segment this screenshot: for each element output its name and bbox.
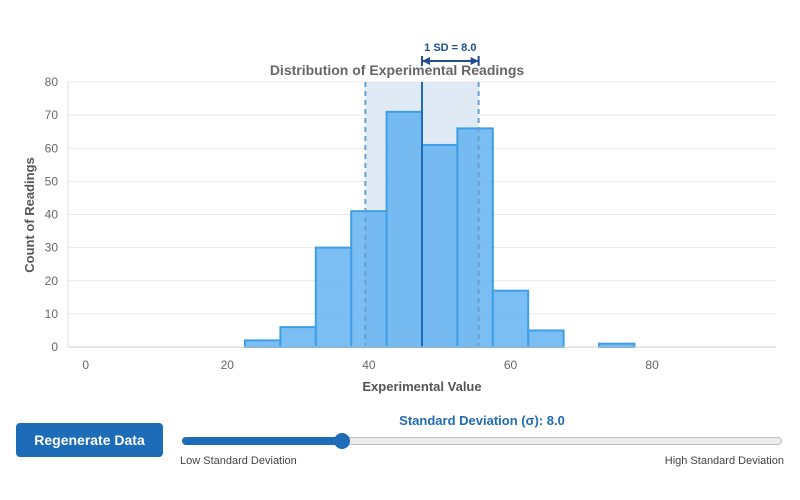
sd-arrow-head-left bbox=[422, 57, 430, 65]
low-sd-label: Low Standard Deviation bbox=[180, 455, 297, 467]
slider-thumb[interactable] bbox=[334, 433, 351, 449]
histogram-bar bbox=[314, 246, 353, 348]
x-tick-label: 40 bbox=[362, 358, 376, 372]
y-axis-label: Count of Readings bbox=[22, 157, 37, 273]
y-tick-label: 60 bbox=[45, 141, 59, 155]
histogram-bar bbox=[421, 143, 459, 348]
histogram-bar bbox=[385, 110, 424, 348]
histogram-bar bbox=[527, 329, 565, 348]
histogram-bar bbox=[491, 289, 530, 348]
histogram-bars bbox=[244, 110, 636, 348]
x-tick-label: 60 bbox=[504, 358, 518, 372]
histogram-chart: 0 20 40 60 80 0 10 20 30 40 50 60 70 80 Distribution … bbox=[22, 42, 776, 394]
y-tick-label: 70 bbox=[45, 108, 59, 122]
high-sd-label: High Standard Deviation bbox=[664, 455, 784, 467]
sd-annotation: 1 SD = 8.0 bbox=[421, 42, 480, 66]
y-tick-label: 20 bbox=[45, 274, 59, 288]
slider-fill bbox=[182, 437, 343, 445]
histogram-bar bbox=[279, 326, 317, 348]
y-tick-label: 30 bbox=[45, 241, 59, 255]
sd-arrow-head-right bbox=[470, 57, 479, 65]
x-tick-label: 80 bbox=[645, 358, 659, 372]
x-tick-label: 20 bbox=[221, 358, 235, 372]
y-tick-label: 40 bbox=[45, 208, 59, 222]
y-tick-label: 80 bbox=[45, 75, 59, 89]
chart-title: Distribution of Experimental Readings bbox=[270, 62, 525, 78]
histogram-bar bbox=[456, 127, 494, 348]
sd-annotation-label: 1 SD = 8.0 bbox=[424, 42, 476, 54]
axes bbox=[67, 82, 776, 348]
tick-labels: 0 20 40 60 80 0 10 20 30 40 50 60 70 80 bbox=[45, 75, 659, 372]
y-tick-label: 50 bbox=[45, 174, 59, 188]
sd-readout: Standard Deviation (σ): 8.0 bbox=[399, 413, 565, 428]
y-tick-label: 10 bbox=[45, 307, 59, 321]
histogram-bar bbox=[350, 210, 388, 348]
x-axis-label: Experimental Value bbox=[362, 379, 481, 394]
sd-lines bbox=[364, 82, 480, 347]
x-tick-label: 0 bbox=[82, 358, 89, 372]
regenerate-data-button[interactable]: Regenerate Data bbox=[16, 423, 163, 457]
sd-slider[interactable] bbox=[182, 433, 782, 449]
histogram-bar bbox=[244, 339, 282, 348]
y-tick-label: 0 bbox=[51, 340, 58, 354]
